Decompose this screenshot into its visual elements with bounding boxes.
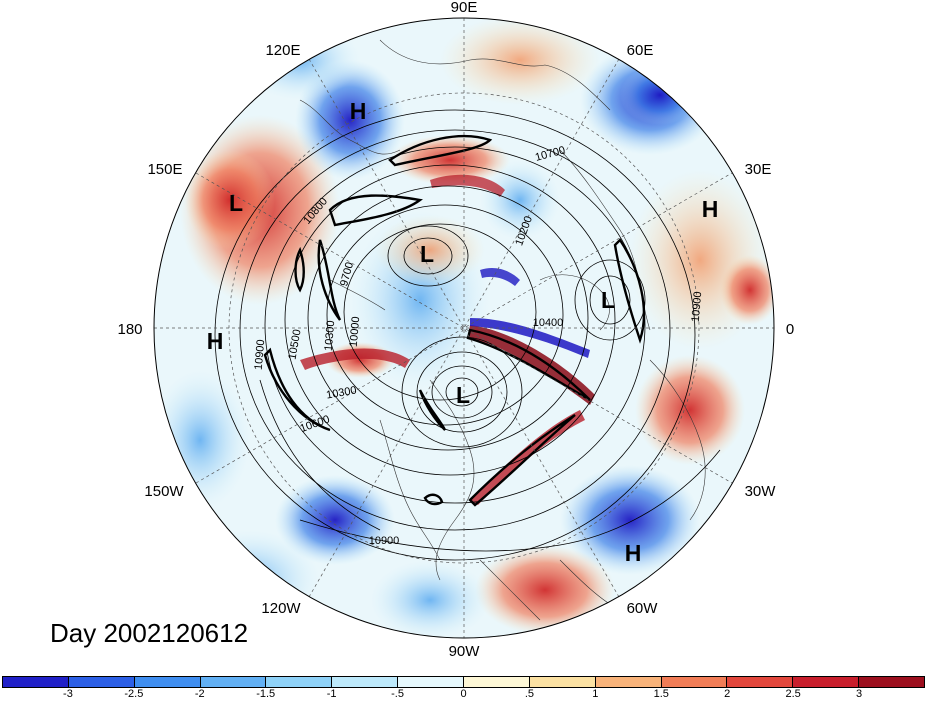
pressure-markers: H H H H L L L L: [207, 98, 719, 566]
lon-label-60e: 60E: [627, 42, 654, 59]
colorbar-tick-label: .5: [524, 688, 535, 700]
contour-label: 10900: [690, 291, 705, 323]
high-pressure-marker: H: [702, 196, 719, 222]
lon-label-180: 180: [117, 321, 142, 338]
lon-label-60w: 60W: [627, 600, 659, 617]
colorbar-tick-label: 0: [460, 688, 467, 700]
colorbar-swatch: [266, 677, 333, 687]
colorbar-tick-label: 1: [592, 688, 599, 700]
colorbar-swatch: [793, 677, 860, 687]
contour-label: 10300: [323, 320, 338, 352]
colorbar-tick-labels: -3 -2.5 -2 -1.5 -1 -.5 0 .5 1 1.5 2 2.5 3: [2, 688, 925, 702]
colorbar-tick-label: 3: [856, 688, 863, 700]
colorbar-swatch: [529, 677, 596, 687]
colorbar-tick-label: 1.5: [653, 688, 669, 700]
colorbar-tick-label: -1.5: [256, 688, 276, 700]
lon-label-150e: 150E: [147, 161, 182, 178]
colorbar-swatch: [859, 677, 925, 687]
colorbar-swatch: [595, 677, 662, 687]
colorbar-tick-label: -2: [194, 688, 205, 700]
lon-label-150w: 150W: [144, 483, 184, 500]
contour-label: 10900: [253, 339, 268, 371]
lon-label-90e: 90E: [451, 0, 478, 16]
colorbar-tick-label: -.5: [391, 688, 404, 700]
lon-label-30e: 30E: [745, 161, 772, 178]
high-pressure-marker: H: [625, 540, 642, 566]
contour-label: 10300: [325, 384, 357, 401]
lon-label-90w: 90W: [449, 643, 481, 660]
graticule: [154, 18, 774, 638]
high-pressure-marker: H: [207, 328, 224, 354]
polar-map: 90E 60E 30E 0 30W 60W 90W 120W 150W 180 …: [117, 0, 794, 660]
colorbar-swatch: [332, 677, 399, 687]
colorbar-tick-label: -2.5: [124, 688, 144, 700]
colorbar-tick-label: -1: [326, 688, 337, 700]
colorbar-tick-label: 2.5: [785, 688, 801, 700]
colorbar-swatch: [727, 677, 794, 687]
colorbar-swatch: [661, 677, 728, 687]
lon-label-30w: 30W: [745, 483, 777, 500]
lon-label-120e: 120E: [265, 42, 300, 59]
longitude-labels: 90E 60E 30E 0 30W 60W 90W 120W 150W 180 …: [117, 0, 794, 660]
colorbar-tick-label: -3: [63, 688, 73, 700]
map-boundary: [153, 17, 775, 639]
colorbar-swatch: [3, 677, 69, 687]
colorbar-tick-label: 2: [724, 688, 731, 700]
contour-label: 10400: [533, 317, 564, 329]
lon-label-0: 0: [786, 321, 794, 338]
contour-label: 10500: [286, 328, 303, 360]
jet-contours: [263, 134, 646, 507]
low-pressure-marker: L: [420, 241, 434, 267]
colorbar-swatch: [464, 677, 530, 687]
colorbar-swatch: [68, 677, 135, 687]
date-label: Day 2002120612: [50, 618, 249, 648]
lon-label-120w: 120W: [261, 600, 301, 617]
high-pressure-marker: H: [350, 98, 367, 124]
contour-label: 10000: [348, 316, 363, 348]
colorbar-swatch: [200, 677, 267, 687]
colorbar-swatch: [134, 677, 201, 687]
contour-label: 10900: [369, 535, 400, 547]
height-contours: [214, 109, 721, 561]
colorbar: [2, 676, 925, 688]
low-pressure-marker: L: [229, 190, 243, 216]
colorbar-swatch: [398, 677, 465, 687]
low-pressure-marker: L: [601, 287, 615, 313]
low-pressure-marker: L: [456, 382, 470, 408]
